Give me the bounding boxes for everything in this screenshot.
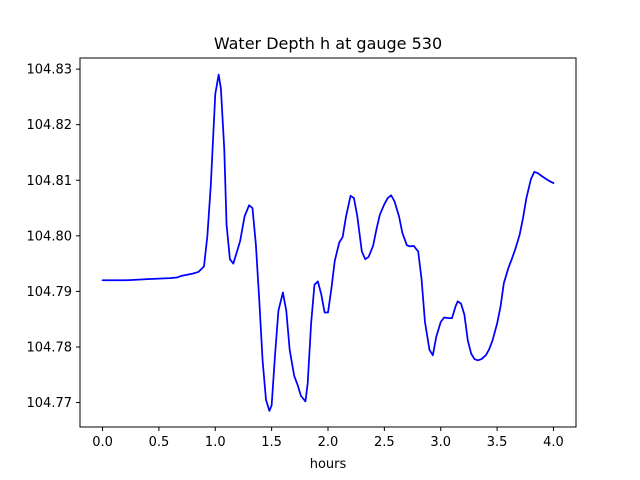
x-tick-label: 0.0 <box>92 435 113 450</box>
plot-area <box>79 57 577 428</box>
x-axis: 0.0 0.5 1.0 1.5 2.0 2.5 3.0 3.5 4.0 <box>92 427 564 450</box>
x-tick-label: 1.0 <box>205 435 226 450</box>
x-tick-label: 4.0 <box>543 435 564 450</box>
x-tick-label: 3.0 <box>430 435 451 450</box>
y-tick-label: 104.79 <box>27 285 73 300</box>
y-tick-label: 104.82 <box>27 118 73 133</box>
y-tick-label: 104.77 <box>27 396 73 411</box>
x-axis-label: hours <box>310 457 347 472</box>
x-tick-label: 2.5 <box>374 435 395 450</box>
x-tick-label: 2.0 <box>318 435 339 450</box>
y-tick-label: 104.78 <box>27 340 73 355</box>
series-line-water-depth <box>101 73 555 412</box>
x-tick-label: 1.5 <box>261 435 282 450</box>
x-tick-label: 0.5 <box>149 435 170 450</box>
y-tick-label: 104.83 <box>27 63 73 78</box>
axes-frame <box>79 57 577 428</box>
y-tick-label: 104.80 <box>27 229 73 244</box>
chart-title: Water Depth h at gauge 530 <box>214 34 442 53</box>
x-tick-label: 3.5 <box>487 435 508 450</box>
y-tick-label: 104.81 <box>27 174 73 189</box>
y-axis: 104.77 104.78 104.79 104.80 104.81 104.82 104.… <box>27 63 80 411</box>
